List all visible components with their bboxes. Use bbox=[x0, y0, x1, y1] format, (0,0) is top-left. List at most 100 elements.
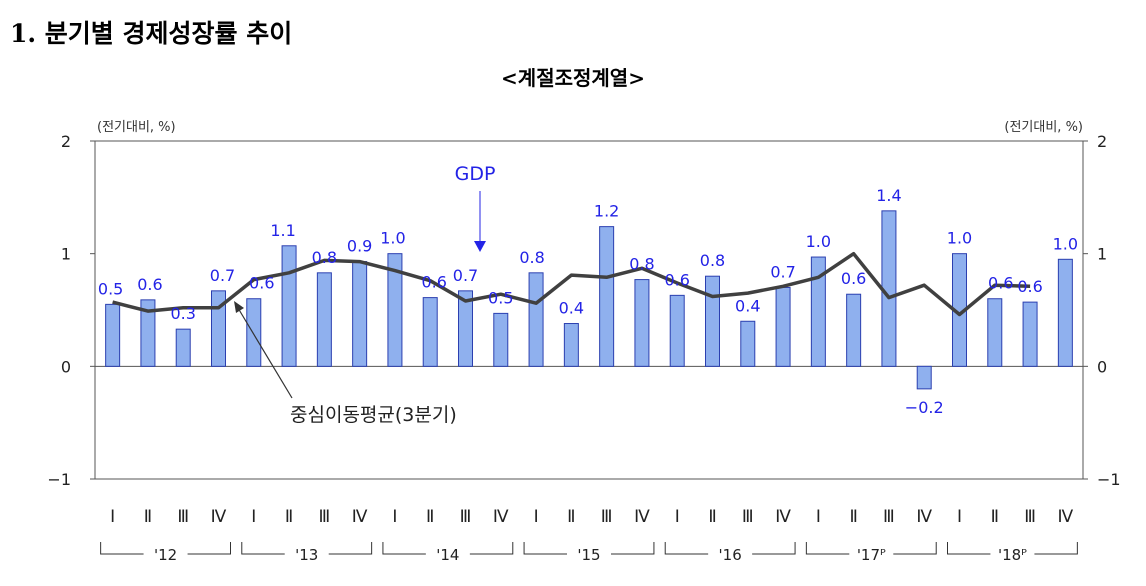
chart-axes: 2 2 1 1 0 0 −1 −1 (전기대비, %) (전기대비, %) bbox=[47, 120, 1120, 489]
quarter-label: Ⅳ bbox=[211, 507, 227, 527]
bar-value-label: 0.8 bbox=[629, 255, 654, 274]
quarter-label: Ⅳ bbox=[634, 507, 650, 527]
quarter-label: Ⅱ bbox=[991, 507, 999, 527]
y-tick-label-left: 0 bbox=[61, 357, 71, 376]
quarter-label: Ⅰ bbox=[534, 507, 539, 527]
moving-average-label: 중심이동평균(3분기) bbox=[290, 404, 457, 426]
quarter-label: Ⅱ bbox=[708, 507, 716, 527]
year-bracket-right bbox=[469, 542, 514, 555]
gdp-bar bbox=[1057, 258, 1073, 367]
year-label: '14 bbox=[436, 546, 459, 564]
bar-value-label: 0.8 bbox=[519, 248, 544, 267]
bar-value-label: 0.4 bbox=[559, 299, 584, 318]
y-tick-label-left: −1 bbox=[47, 470, 71, 489]
gdp-bar bbox=[528, 272, 544, 367]
bar-value-label: 0.9 bbox=[347, 237, 372, 256]
quarter-label: Ⅰ bbox=[392, 507, 397, 527]
bar-value-label: 0.4 bbox=[735, 296, 760, 315]
bar-value-label: 0.6 bbox=[249, 274, 274, 293]
data-labels: 0.5 0.6 0.3 0.7 0.6 1.1 0.8 0.9 1.0 0.6 0.7 0.5 0.8 0… bbox=[98, 186, 1078, 417]
year-bracket-right bbox=[611, 542, 655, 555]
quarter-label: Ⅳ bbox=[916, 507, 932, 527]
gdp-bar bbox=[422, 297, 438, 367]
gdp-bar bbox=[634, 279, 650, 367]
gdp-bar bbox=[563, 323, 579, 367]
bar-value-label: 1.2 bbox=[594, 202, 619, 221]
gdp-bar bbox=[775, 286, 791, 367]
gdp-bar bbox=[246, 298, 262, 367]
y-tick-label-right: 1 bbox=[1097, 245, 1107, 264]
bar-value-label: 0.7 bbox=[210, 266, 235, 285]
y-tick-label-right: −1 bbox=[1097, 470, 1121, 489]
gdp-series-label: GDP bbox=[455, 163, 496, 185]
gdp-bar bbox=[316, 272, 332, 367]
bar-value-label: 0.7 bbox=[770, 262, 795, 281]
gdp-bar bbox=[458, 290, 473, 367]
year-label: '15 bbox=[577, 546, 600, 564]
quarter-label: Ⅰ bbox=[251, 507, 256, 527]
bar-value-label: 0.8 bbox=[312, 248, 337, 267]
gdp-bar bbox=[493, 312, 509, 367]
gdp-bar bbox=[916, 365, 932, 390]
bar-value-label: 0.6 bbox=[841, 269, 866, 288]
ma-arrow-shaft bbox=[237, 307, 293, 399]
bar-value-label: 0.7 bbox=[453, 266, 478, 285]
bar-value-label: 1.0 bbox=[380, 229, 405, 248]
gdp-bar bbox=[387, 253, 403, 367]
year-bracket-left bbox=[523, 542, 567, 555]
quarter-label: Ⅰ bbox=[675, 507, 680, 527]
gdp-bar bbox=[599, 226, 615, 367]
quarter-label: Ⅱ bbox=[144, 507, 152, 527]
quarter-label: Ⅳ bbox=[775, 507, 791, 527]
bar-value-label: 0.5 bbox=[488, 288, 513, 307]
quarter-label: Ⅱ bbox=[285, 507, 293, 527]
y-tick-label-left: 1 bbox=[61, 245, 71, 264]
bar-value-label: 0.6 bbox=[988, 274, 1013, 293]
quarter-label: Ⅳ bbox=[1058, 507, 1074, 527]
quarter-label: Ⅳ bbox=[493, 507, 509, 527]
bar-value-label: 0.3 bbox=[170, 304, 195, 323]
gdp-bar bbox=[740, 320, 756, 367]
year-bracket-left bbox=[947, 542, 991, 555]
gdp-bar bbox=[810, 256, 826, 367]
quarter-label: Ⅲ bbox=[177, 507, 189, 527]
page-heading: 1. 분기별 경제성장률 추이 bbox=[10, 19, 293, 48]
quarter-label: Ⅰ bbox=[957, 507, 962, 527]
year-label: '13 bbox=[295, 546, 318, 564]
year-bracket-left bbox=[664, 542, 709, 555]
gdp-bar bbox=[881, 210, 897, 367]
year-bracket-left bbox=[241, 542, 285, 555]
year-label: '17ᴾ bbox=[857, 546, 886, 564]
gdp-bar bbox=[175, 328, 191, 367]
quarter-label: Ⅱ bbox=[567, 507, 575, 527]
gdp-bar bbox=[211, 290, 226, 367]
bar-value-label: 0.6 bbox=[137, 275, 162, 294]
bar-value-label: 1.0 bbox=[806, 232, 831, 251]
unit-label-left: (전기대비, %) bbox=[97, 120, 176, 135]
year-bracket-left bbox=[805, 542, 850, 555]
bar-value-label: 1.0 bbox=[1053, 234, 1078, 253]
year-label: '16 bbox=[719, 546, 742, 564]
year-label: '18ᴾ bbox=[998, 546, 1027, 564]
year-bracket-left bbox=[100, 542, 144, 555]
y-tick-label-right: 0 bbox=[1097, 357, 1107, 376]
quarter-label: Ⅲ bbox=[601, 507, 613, 527]
gdp-arrow-head bbox=[474, 241, 486, 252]
gdp-bar bbox=[352, 261, 368, 367]
bar-value-label: 1.1 bbox=[270, 221, 295, 240]
moving-average-line bbox=[112, 251, 1031, 317]
year-bracket-right bbox=[328, 542, 373, 555]
bar-value-label: 1.0 bbox=[947, 229, 972, 248]
quarter-label: Ⅱ bbox=[426, 507, 434, 527]
y-tick-label-left: 2 bbox=[61, 132, 71, 151]
bar-value-label: 1.4 bbox=[876, 186, 901, 205]
gdp-bar bbox=[105, 303, 121, 367]
bar-value-label: 0.6 bbox=[421, 273, 446, 292]
gdp-bar bbox=[669, 294, 685, 367]
bar-value-label: 0.8 bbox=[700, 251, 725, 270]
gdp-bar bbox=[987, 298, 1003, 367]
bar-value-label: 0.5 bbox=[98, 279, 123, 298]
year-bracket-right bbox=[187, 542, 231, 555]
x-axis: Ⅰ Ⅱ Ⅲ Ⅳ Ⅰ Ⅱ Ⅲ Ⅳ Ⅰ Ⅱ Ⅲ Ⅳ Ⅰ Ⅱ Ⅲ Ⅳ Ⅰ Ⅱ Ⅲ Ⅳ Ⅰ Ⅱ Ⅲ Ⅳ Ⅰ Ⅱ Ⅲ Ⅳ '12 '13 '14 '15… bbox=[100, 507, 1078, 564]
